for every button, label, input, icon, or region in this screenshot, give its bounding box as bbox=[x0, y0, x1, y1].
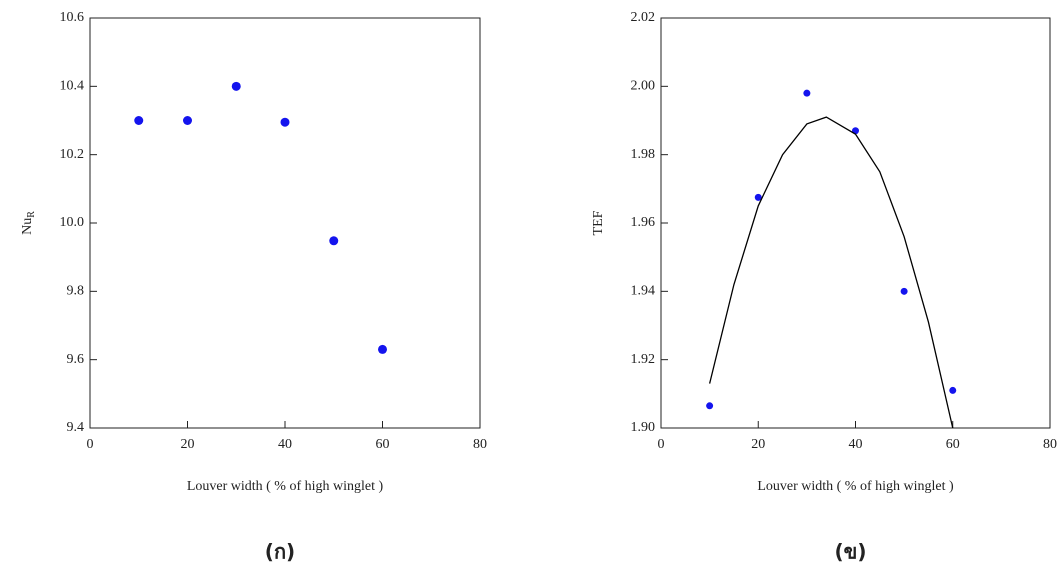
y-axis-label-main: TEF bbox=[591, 210, 606, 235]
y-tick-label: 1.94 bbox=[631, 284, 656, 299]
data-point bbox=[183, 116, 192, 125]
x-tick-label: 20 bbox=[181, 437, 195, 452]
x-tick-label: 80 bbox=[1043, 437, 1057, 452]
caption: (ข) bbox=[835, 540, 867, 564]
data-point bbox=[231, 81, 241, 91]
fit-curve bbox=[708, 116, 954, 428]
y-tick-label: 9.4 bbox=[67, 420, 85, 435]
data-point bbox=[803, 89, 811, 97]
y-tick-label: 1.98 bbox=[631, 147, 656, 162]
x-tick-label: 20 bbox=[751, 437, 765, 452]
x-tick-label: 40 bbox=[849, 437, 863, 452]
x-tick-label: 60 bbox=[376, 437, 390, 452]
y-axis-label: NuR bbox=[20, 211, 37, 235]
data-point bbox=[134, 116, 144, 125]
y-tick-label: 10.4 bbox=[60, 79, 85, 94]
data-point bbox=[900, 287, 908, 295]
caption: (ก) bbox=[265, 540, 295, 564]
data-point bbox=[706, 402, 714, 410]
y-tick-label: 10.0 bbox=[60, 215, 85, 230]
y-tick-label: 2.00 bbox=[631, 79, 656, 94]
y-tick-label: 10.6 bbox=[60, 10, 85, 25]
y-tick-label: 1.90 bbox=[631, 420, 656, 435]
x-axis-label: Louver width ( % of high winglet ) bbox=[757, 479, 954, 494]
data-point bbox=[949, 386, 957, 394]
y-tick-label: 9.8 bbox=[67, 284, 85, 299]
y-axis-label-sub: R bbox=[26, 211, 37, 218]
y-tick-label: 1.92 bbox=[631, 352, 656, 367]
x-tick-label: 0 bbox=[658, 437, 665, 452]
data-point bbox=[329, 236, 339, 246]
y-tick-label: 10.2 bbox=[60, 147, 85, 162]
y-axis-label: TEF bbox=[591, 210, 606, 235]
y-tick-label: 9.6 bbox=[67, 352, 85, 367]
x-tick-label: 0 bbox=[87, 437, 94, 452]
data-point bbox=[754, 193, 762, 201]
y-tick-label: 2.02 bbox=[631, 10, 656, 25]
data-point bbox=[378, 344, 387, 354]
data-point bbox=[280, 117, 290, 127]
y-axis-label-main: Nu bbox=[20, 218, 35, 235]
plot-frame bbox=[660, 17, 1051, 429]
plot-frame bbox=[89, 17, 481, 429]
x-tick-label: 40 bbox=[278, 437, 292, 452]
x-tick-label: 60 bbox=[946, 437, 960, 452]
y-tick-label: 1.96 bbox=[631, 215, 656, 230]
x-tick-label: 80 bbox=[473, 437, 487, 452]
x-axis-label: Louver width ( % of high winglet ) bbox=[187, 479, 384, 494]
